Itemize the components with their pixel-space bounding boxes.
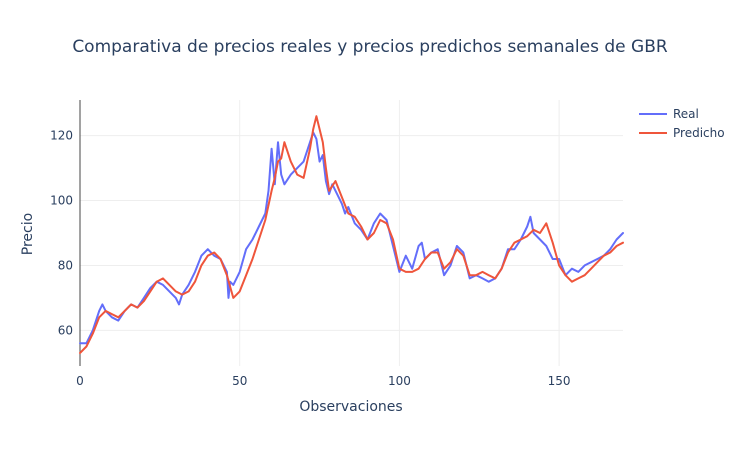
x-tick-labels: 0 50 100 150 bbox=[76, 374, 570, 388]
y-tick-label: 120 bbox=[50, 129, 73, 143]
y-tick-label: 80 bbox=[58, 258, 73, 272]
legend[interactable]: Real Predicho bbox=[639, 107, 725, 140]
series-lines bbox=[79, 115, 624, 354]
y-axis-title: Precio bbox=[20, 213, 36, 255]
y-tick-labels: 60 80 100 120 bbox=[50, 129, 73, 338]
x-tick-label: 50 bbox=[232, 374, 247, 388]
chart-title: Comparativa de precios reales y precios … bbox=[72, 37, 668, 57]
x-tick-label: 150 bbox=[548, 374, 571, 388]
legend-label: Predicho bbox=[673, 126, 725, 140]
series-line-real bbox=[79, 131, 624, 345]
x-tick-label: 100 bbox=[388, 374, 411, 388]
grid-lines bbox=[79, 100, 623, 366]
x-tick-label: 0 bbox=[76, 374, 84, 388]
legend-item-predicho[interactable]: Predicho bbox=[639, 126, 725, 140]
series-line-predicho bbox=[79, 115, 624, 354]
y-tick-label: 60 bbox=[58, 323, 73, 337]
x-axis-title: Observaciones bbox=[299, 399, 402, 415]
y-tick-label: 100 bbox=[50, 194, 73, 208]
legend-label: Real bbox=[673, 107, 699, 121]
legend-item-real[interactable]: Real bbox=[639, 107, 699, 121]
